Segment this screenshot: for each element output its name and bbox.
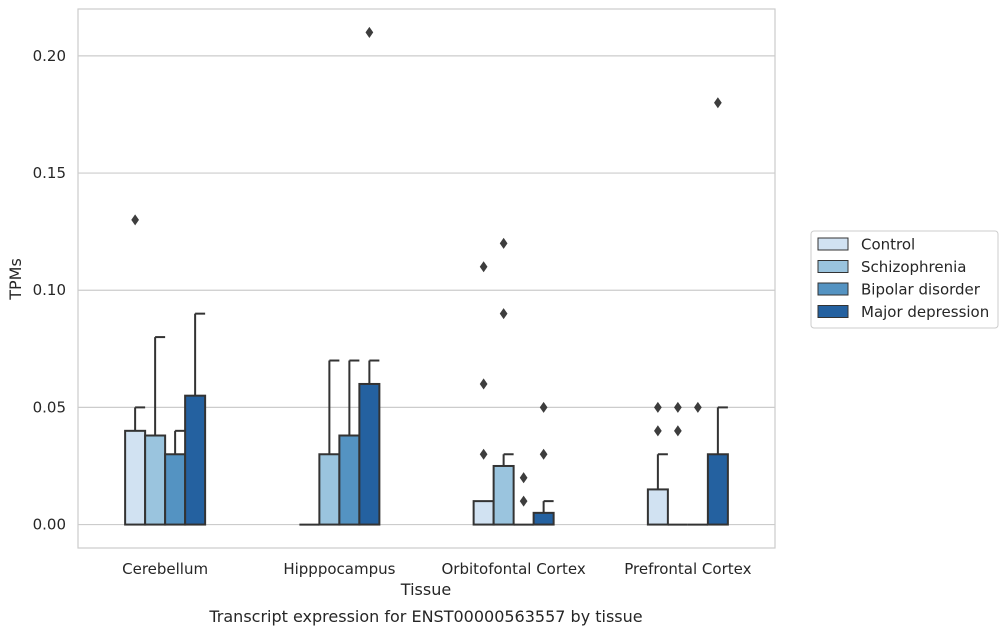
legend-label: Schizophrenia (861, 258, 966, 276)
outlier-point (654, 401, 662, 413)
outlier-point (131, 214, 139, 226)
outlier-point (365, 26, 374, 38)
legend-label: Control (861, 236, 915, 254)
bar (472, 500, 495, 526)
x-tick-label: Orbitofontal Cortex (442, 560, 586, 578)
legend: Control Schizophrenia Bipolar disorder Majo… (810, 230, 999, 329)
x-tick-label: Prefrontal Cortex (624, 560, 751, 578)
outlier-point (694, 401, 702, 413)
outlier-point (674, 401, 682, 413)
x-tick-label: Hipppocampus (283, 560, 395, 578)
outlier-point (479, 378, 488, 390)
outlier-point (519, 495, 528, 507)
outlier-point (499, 237, 508, 249)
legend-swatch (817, 305, 849, 318)
bar (164, 453, 187, 526)
y-tick-label: 0.20 (33, 47, 66, 65)
bar (358, 382, 381, 526)
y-tick-labels: 0.00 0.05 0.10 0.15 0.20 (33, 47, 66, 534)
bar (492, 464, 515, 526)
legend-frame (810, 230, 999, 329)
y-tick-label: 0.00 (33, 516, 66, 534)
y-axis-title: TPMs (6, 258, 25, 301)
legend-swatch (817, 260, 849, 273)
plot-area-frame (77, 8, 776, 549)
outlier-point (519, 472, 528, 484)
legend-swatch (817, 237, 849, 251)
y-tick-label: 0.15 (33, 164, 66, 182)
x-tick-labels: Cerebellum Hipppocampus Orbitofontal Corte… (122, 560, 751, 578)
bar (338, 434, 361, 526)
outlier-point (499, 308, 508, 320)
bar (184, 394, 207, 526)
legend-label: Bipolar disorder (861, 281, 981, 299)
bar (646, 488, 669, 526)
bar (124, 429, 147, 526)
outlier-point (539, 401, 548, 413)
legend-swatch (817, 282, 849, 296)
bars-layer (124, 26, 729, 526)
bar (144, 434, 167, 526)
x-axis-title: Tissue (400, 580, 451, 599)
y-tick-label: 0.05 (33, 398, 66, 416)
outlier-point (674, 425, 682, 437)
outlier-point (479, 261, 488, 273)
legend-label: Major depression (861, 303, 989, 321)
x-tick-label: Cerebellum (122, 560, 208, 578)
outlier-point (654, 425, 662, 437)
y-tick-label: 0.10 (33, 281, 66, 299)
bar (532, 511, 555, 526)
outlier-point (539, 448, 548, 460)
bar (706, 453, 729, 526)
bar (318, 453, 341, 526)
outlier-point (714, 97, 722, 109)
chart-caption: Transcript expression for ENST0000056355… (208, 607, 642, 626)
outlier-point (479, 448, 488, 460)
